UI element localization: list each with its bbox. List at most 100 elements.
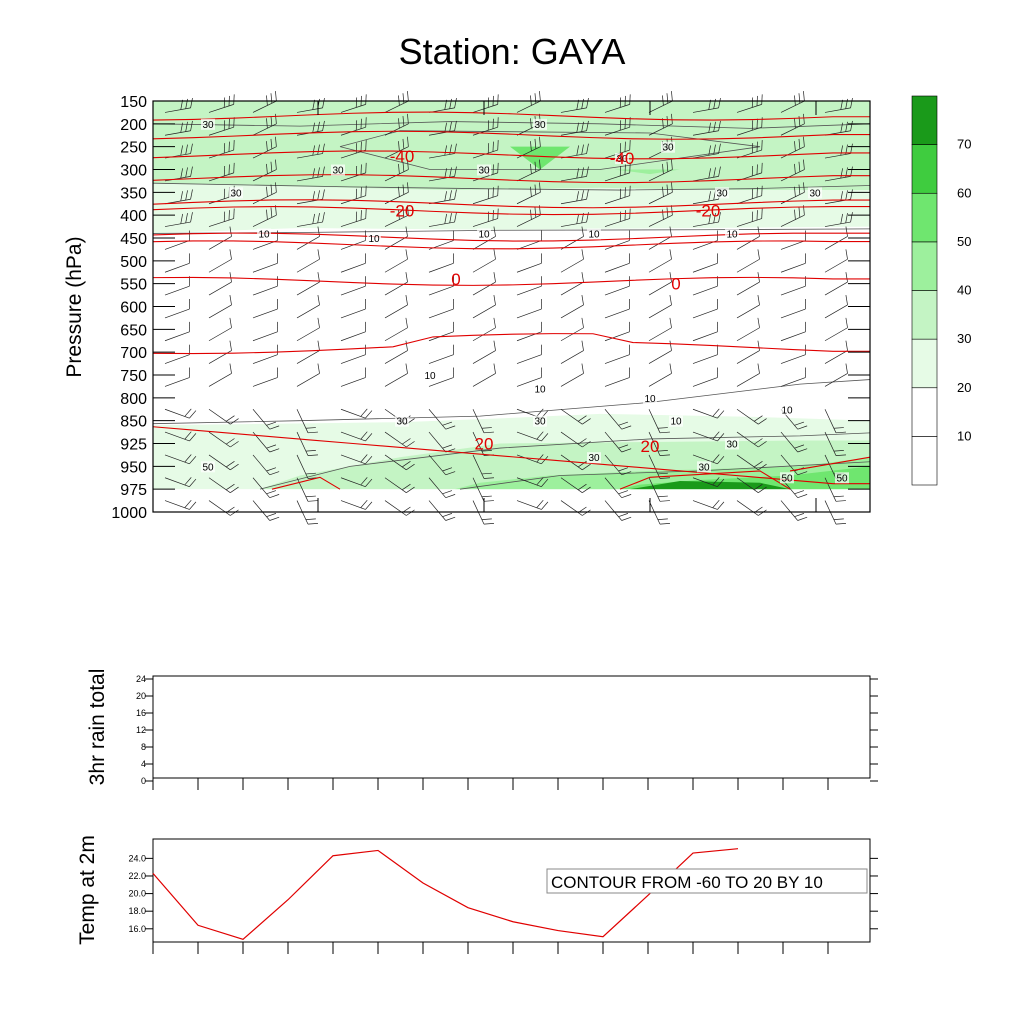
wind-barb-flag (442, 513, 453, 518)
wind-barb-flag (659, 500, 670, 502)
wind-barb (472, 373, 496, 387)
wind-barb-flag (442, 421, 453, 426)
wind-barb (164, 454, 190, 465)
wind-barb-flag (275, 159, 277, 170)
speed-fill-50 (510, 146, 570, 170)
wind-barb (824, 153, 851, 159)
rain-axis: 24 20 16 12 8 4 0 (136, 674, 878, 790)
speed-contour-label: 10 (588, 229, 600, 240)
wind-barb-flag (794, 186, 796, 197)
wind-barb (692, 354, 718, 364)
wind-barb-flag (190, 98, 193, 108)
wind-barb (208, 281, 232, 296)
wind-barb (824, 258, 848, 273)
wind-barb (648, 431, 661, 456)
temp-contour-label: -40 (390, 147, 415, 166)
wind-barb (428, 285, 454, 296)
speed-contour-label: 30 (588, 453, 600, 464)
wind-barb-flag (317, 190, 320, 201)
wind-barb (736, 195, 762, 205)
chart-title: Station: GAYA (399, 31, 626, 72)
colorbar-segment (911, 290, 938, 340)
wind-barb-flag (718, 212, 721, 223)
wind-barb (384, 214, 409, 227)
wind-barb-flag (717, 433, 725, 442)
wind-barb (208, 104, 234, 113)
wind-barb-flag (578, 461, 587, 468)
wind-barb (296, 477, 309, 502)
wind-barb-flag (449, 121, 452, 132)
wind-barb-flag (536, 408, 544, 417)
wind-barb-flag (539, 136, 541, 147)
wind-barb (780, 377, 806, 387)
wind-barb-flag (481, 427, 492, 429)
speed-contour-label: 10 (644, 394, 656, 405)
wind-barb-flag (445, 494, 456, 498)
wind-barb-flag (845, 121, 848, 132)
wind-speed-fills (153, 101, 870, 490)
wind-barb-flag (266, 467, 277, 472)
wind-barb-flag (449, 190, 452, 201)
wind-barb (428, 431, 446, 453)
wind-barb-flag (850, 120, 853, 131)
wind-barb-flag (541, 501, 549, 510)
wind-barb-flag (578, 483, 587, 491)
wind-barb (164, 477, 190, 487)
wind-barb (472, 327, 496, 342)
wind-barb (604, 308, 630, 319)
speed-contour-label: 30 (230, 188, 242, 199)
wind-barb-flag (662, 186, 664, 197)
wind-barb-flag (312, 145, 315, 156)
speed-label-bg (697, 461, 711, 473)
wind-barb-flag (266, 421, 277, 426)
speed-contour-label: 10 (534, 385, 546, 396)
wind-barb-flag (365, 433, 373, 442)
wind-barb-flag (405, 363, 408, 374)
wind-barb-flag (582, 441, 591, 448)
pressure-tick-label: 200 (120, 117, 147, 134)
wind-barb-flag (454, 212, 457, 223)
wind-barb-flag (312, 213, 315, 224)
wind-barb (824, 221, 851, 227)
wind-barb (384, 123, 409, 136)
wind-barb (692, 408, 718, 419)
wind-barb-flag (270, 138, 273, 149)
wind-barb-flag (360, 477, 368, 486)
wind-barb (824, 176, 851, 182)
wind-barb (428, 308, 454, 319)
wind-barb (340, 331, 366, 342)
annotation-box (546, 868, 868, 894)
speed-contour-label: 30 (478, 166, 490, 177)
speed-label-bg (808, 187, 822, 199)
wind-barb (560, 477, 583, 493)
wind-barb-flag (757, 340, 760, 351)
wind-barb-flag (657, 472, 668, 475)
temp-tick-label: 18.0 (128, 906, 146, 916)
wind-barb-flag (794, 513, 805, 518)
wind-barb (164, 263, 190, 273)
wind-barb-flag (184, 454, 192, 463)
wind-barb (648, 123, 673, 136)
wind-barb (472, 218, 498, 227)
wind-barb (164, 285, 190, 296)
wind-barb-flag (270, 116, 273, 127)
rain-axis-label: 3hr rain total (86, 669, 109, 786)
wind-barb-flag (190, 166, 193, 177)
wind-barb-flag (581, 294, 584, 305)
wind-barb (824, 236, 848, 250)
rain-tick-label: 20 (136, 691, 146, 701)
speed-contour-line (459, 461, 871, 490)
temp-tick-label: 16.0 (128, 924, 146, 934)
wind-barb (516, 431, 542, 442)
speed-contour-line (259, 432, 871, 490)
wind-barb-flag (582, 486, 591, 493)
wind-barb (208, 350, 232, 364)
wind-barb-flag (269, 425, 280, 430)
wind-barb (296, 454, 309, 479)
rain-tick-label: 8 (141, 742, 146, 752)
wind-barb (516, 354, 542, 364)
rain-tick-label: 0 (141, 776, 146, 786)
wind-barb-flag (405, 226, 408, 237)
wind-barb-flag (536, 499, 544, 508)
wind-barb-flag (718, 120, 721, 131)
